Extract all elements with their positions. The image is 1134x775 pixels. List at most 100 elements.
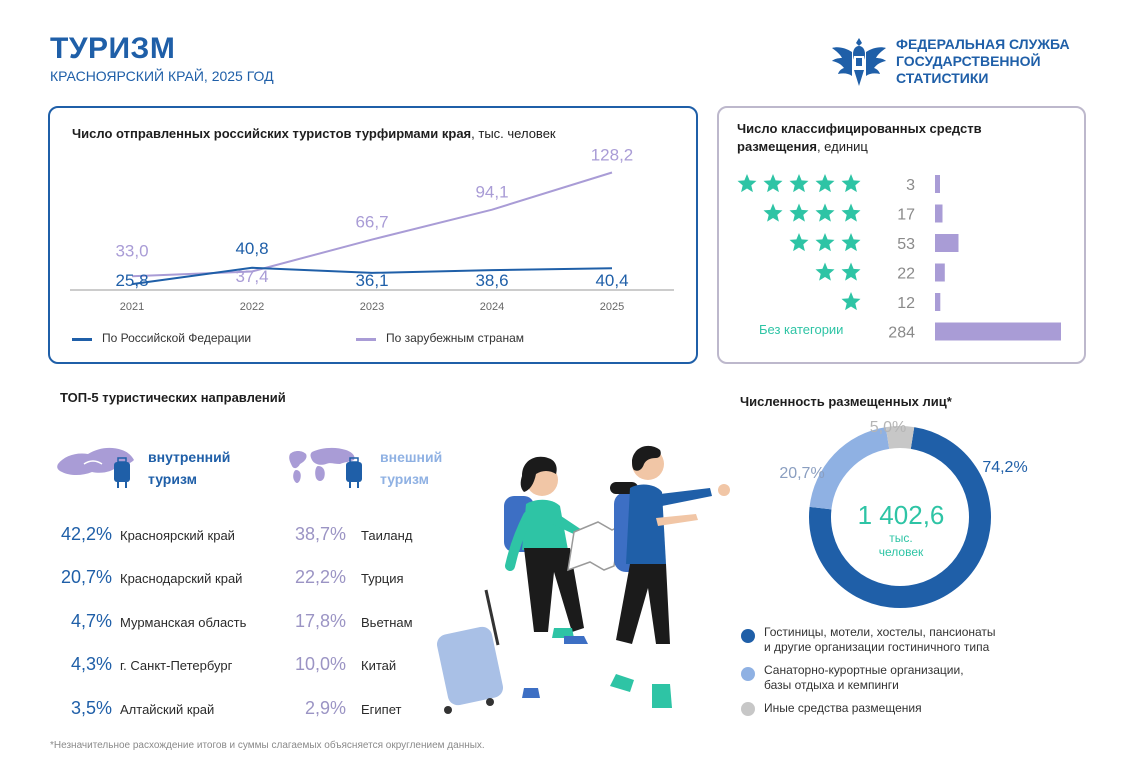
foreign-name-3: Вьетнам (361, 615, 413, 630)
domestic-pct-4: 4,3% (70, 654, 112, 674)
legend-sanatoria-line2: базы отдыха и кемпинги (764, 678, 899, 692)
bar-value-label-2: 53 (897, 236, 915, 253)
org-line-1: ФЕДЕРАЛЬНАЯ СЛУЖБА (896, 36, 1070, 52)
accommodation-title: Число классифицированных средств размеще… (737, 120, 982, 156)
page-title: ТУРИЗМ (50, 32, 176, 65)
bar-value-label-1: 17 (897, 207, 915, 224)
foreign-label: внешний туризм (380, 446, 442, 490)
x-tick-label-2023: 2023 (360, 301, 384, 313)
bar-3 (935, 263, 945, 282)
x-tick-label-2024: 2024 (480, 301, 504, 313)
donut-total-unit-1: тыс. (889, 531, 913, 545)
star-icon (789, 174, 809, 193)
eagle-emblem-icon (832, 38, 886, 86)
donut-label-2: 5,0% (870, 419, 906, 436)
star-icon (815, 203, 835, 222)
legend-label-foreign: По зарубежным странам (386, 331, 525, 345)
data-label-foreign-2021: 33,0 (115, 241, 148, 260)
bar-0 (935, 175, 940, 193)
legend-other: Иные средства размещения (764, 701, 922, 715)
foreign-map-icon (286, 442, 370, 497)
donut-label-0: 74,2% (982, 459, 1027, 476)
donut-label-1: 20,7% (779, 465, 824, 482)
donut-slice-0 (809, 427, 991, 608)
donut-slice-2 (885, 426, 915, 449)
domestic-name-5: Алтайский край (120, 702, 215, 717)
bar-5 (935, 322, 1061, 341)
domestic-name-3: Мурманская область (120, 615, 247, 630)
donut-total-unit-2: человек (878, 545, 924, 559)
data-label-rf-2024: 38,6 (475, 271, 508, 290)
no-category-label: Без категории (759, 322, 844, 337)
domestic-pct-5: 3,5% (70, 698, 112, 718)
donut-total-value: 1 402,6 (857, 500, 945, 530)
legend-sanatoria-line1: Санаторно-курортные организации, (764, 663, 964, 677)
legend-swatch-foreign (356, 338, 376, 341)
bar-4 (935, 293, 941, 311)
bar-value-label-3: 22 (897, 266, 915, 283)
donut-slice-1 (809, 427, 890, 510)
legend-label-rf: По Российской Федерации (102, 331, 252, 345)
data-label-foreign-2022: 37,4 (235, 267, 268, 286)
domestic-label-1: внутренний (148, 449, 231, 465)
legend-hotels-line2: и другие организации гостиничного типа (764, 640, 990, 654)
foreign-label-1: внешний (380, 449, 443, 465)
x-tick-label-2021: 2021 (120, 301, 144, 313)
org-line-3: СТАТИСТИКИ (896, 70, 989, 86)
foreign-name-1: Таиланд (361, 528, 413, 543)
foreign-pct-1: 38,7% (294, 524, 346, 544)
top5-title: ТОП-5 туристических направлений (60, 390, 286, 405)
org-line-2: ГОСУДАРСТВЕННОЙ (896, 53, 1041, 69)
travellers-illustration (434, 440, 744, 725)
legend-swatch-rf (72, 338, 92, 341)
line-chart: 2021 2022 2023 2024 2025 33,0 37,4 66,7 94,1 128,… (70, 146, 674, 313)
data-label-foreign-2024: 94,1 (475, 183, 508, 202)
domestic-map-icon (54, 442, 138, 497)
star-icon (841, 203, 861, 222)
foreign-pct-5: 2,9% (304, 698, 346, 718)
star-icon (815, 174, 835, 193)
legend-dot-hotels (741, 629, 755, 643)
legend-dot-other (741, 702, 755, 716)
stars-bar-chart: 3 17 53 22 12 284 (737, 174, 1061, 342)
star-icon (789, 233, 809, 252)
data-label-rf-2023: 36,1 (355, 271, 388, 290)
legend-sanatoria: Санаторно-курортные организации, базы от… (764, 663, 964, 693)
accommodation-title-unit: , единиц (816, 139, 868, 154)
domestic-pct-2: 20,7% (60, 567, 112, 587)
footnote: *Незначительное расхождение итогов и сум… (50, 740, 485, 751)
star-icon (737, 174, 757, 193)
star-icon (815, 233, 835, 252)
series-line-rf (131, 266, 613, 286)
foreign-label-2: туризм (380, 471, 429, 487)
bar-value-label-4: 12 (897, 295, 915, 312)
foreign-pct-4: 10,0% (294, 654, 346, 674)
domestic-name-2: Краснодарский край (120, 571, 243, 586)
star-icon (789, 203, 809, 222)
line-chart-title-bold: Число отправленных российских туристов т… (72, 126, 472, 141)
accommodation-title-line1: Число классифицированных средств (737, 121, 982, 136)
bar-value-label-5: 284 (888, 325, 915, 342)
legend-hotels: Гостиницы, мотели, хостелы, пансионаты и… (764, 625, 996, 655)
data-label-rf-2022: 40,8 (235, 239, 268, 258)
star-icon (763, 174, 783, 193)
foreign-name-2: Турция (361, 571, 404, 586)
data-label-foreign-2025: 128,2 (591, 146, 634, 165)
bar-1 (935, 204, 943, 223)
star-icon (841, 292, 861, 311)
line-chart-title-unit: , тыс. человек (471, 126, 556, 141)
x-tick-label-2025: 2025 (600, 301, 624, 313)
donut-center: 1 402,6 тыс. человек (856, 500, 946, 559)
data-label-rf-2025: 40,4 (595, 271, 628, 290)
data-label-rf-2021: 25,8 (115, 271, 148, 290)
domestic-label: внутренний туризм (148, 446, 230, 490)
domestic-label-2: туризм (148, 471, 197, 487)
foreign-pct-3: 17,8% (294, 611, 346, 631)
star-icon (763, 203, 783, 222)
donut-title: Численность размещенных лиц* (740, 394, 952, 409)
star-icon (815, 262, 835, 281)
bar-2 (935, 234, 959, 252)
star-icon (841, 174, 861, 193)
legend-dot-sanatoria (741, 667, 755, 681)
bar-value-label-0: 3 (906, 177, 915, 194)
